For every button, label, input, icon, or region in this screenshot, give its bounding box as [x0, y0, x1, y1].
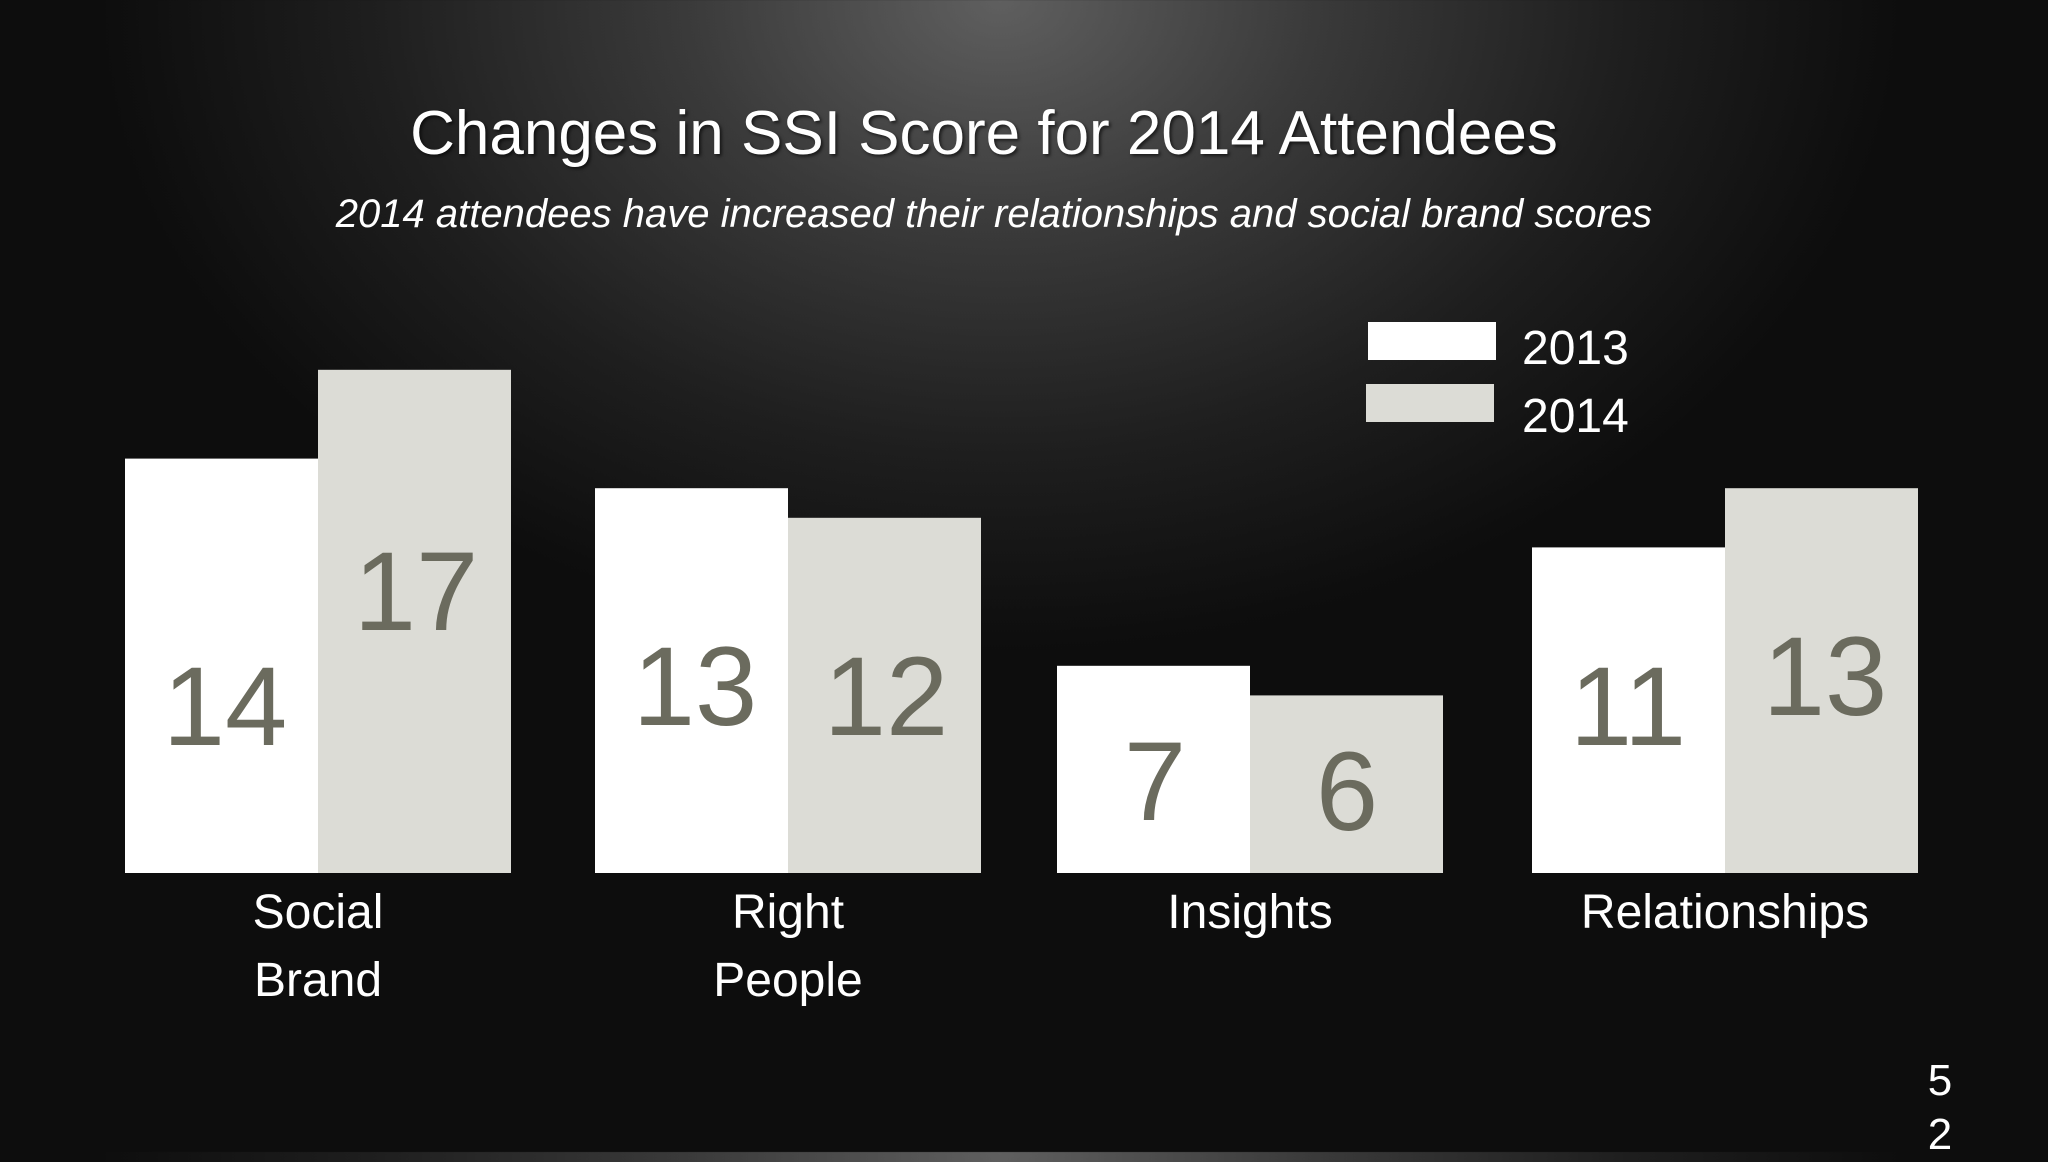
value-label-2013-1: 13: [633, 624, 758, 749]
value-label-2013-0: 14: [163, 644, 288, 769]
value-label-2013-3: 11: [1570, 644, 1686, 769]
category-label-0-line-1: Brand: [254, 954, 382, 1007]
bar-2014-2: [1250, 695, 1443, 873]
value-labels-group: 14 17 13 12 7 6 11 13: [163, 529, 1888, 854]
bar-2013-1: [595, 488, 788, 873]
chart-title: Changes in SSI Score for 2014 Attendees: [0, 98, 2048, 169]
bars-group: [125, 369, 1918, 873]
value-label-2014-2: 6: [1316, 729, 1378, 854]
chart-subtitle: 2014 attendees have increased their rela…: [0, 192, 2048, 237]
value-label-2014-1: 12: [824, 634, 949, 759]
legend-swatch-2013: [1368, 322, 1496, 360]
chart-title-text: Changes in SSI Score for 2014 Attendees: [410, 99, 1558, 168]
category-label-2-line-0: Insights: [1167, 886, 1332, 939]
legend-label-2014: 2014: [1522, 390, 1629, 443]
category-labels-group: Social Brand Right People Insights Relationsh…: [253, 886, 1869, 1007]
value-label-2013-2: 7: [1124, 719, 1186, 844]
bar-2014-3: [1725, 488, 1918, 873]
bar-2013-0: [125, 458, 318, 873]
category-label-1-line-1: People: [713, 954, 862, 1007]
bar-2014-1: [788, 517, 981, 873]
legend-swatch-2014: [1366, 384, 1494, 422]
value-label-2014-3: 13: [1763, 614, 1888, 739]
bar-2013-2: [1057, 665, 1250, 873]
chart-subtitle-text: 2014 attendees have increased their rela…: [335, 192, 1653, 236]
category-label-1-line-0: Right: [732, 886, 844, 939]
value-label-2014-0: 17: [354, 529, 479, 654]
bar-2013-3: [1532, 547, 1725, 873]
page-number: 52: [1927, 1056, 1953, 1159]
category-label-3-line-0: Relationships: [1581, 886, 1869, 939]
category-label-0-line-0: Social: [253, 886, 384, 939]
legend: 2013 2014: [1366, 322, 1629, 443]
bar-2014-0: [318, 369, 511, 873]
legend-label-2013: 2013: [1522, 322, 1629, 375]
